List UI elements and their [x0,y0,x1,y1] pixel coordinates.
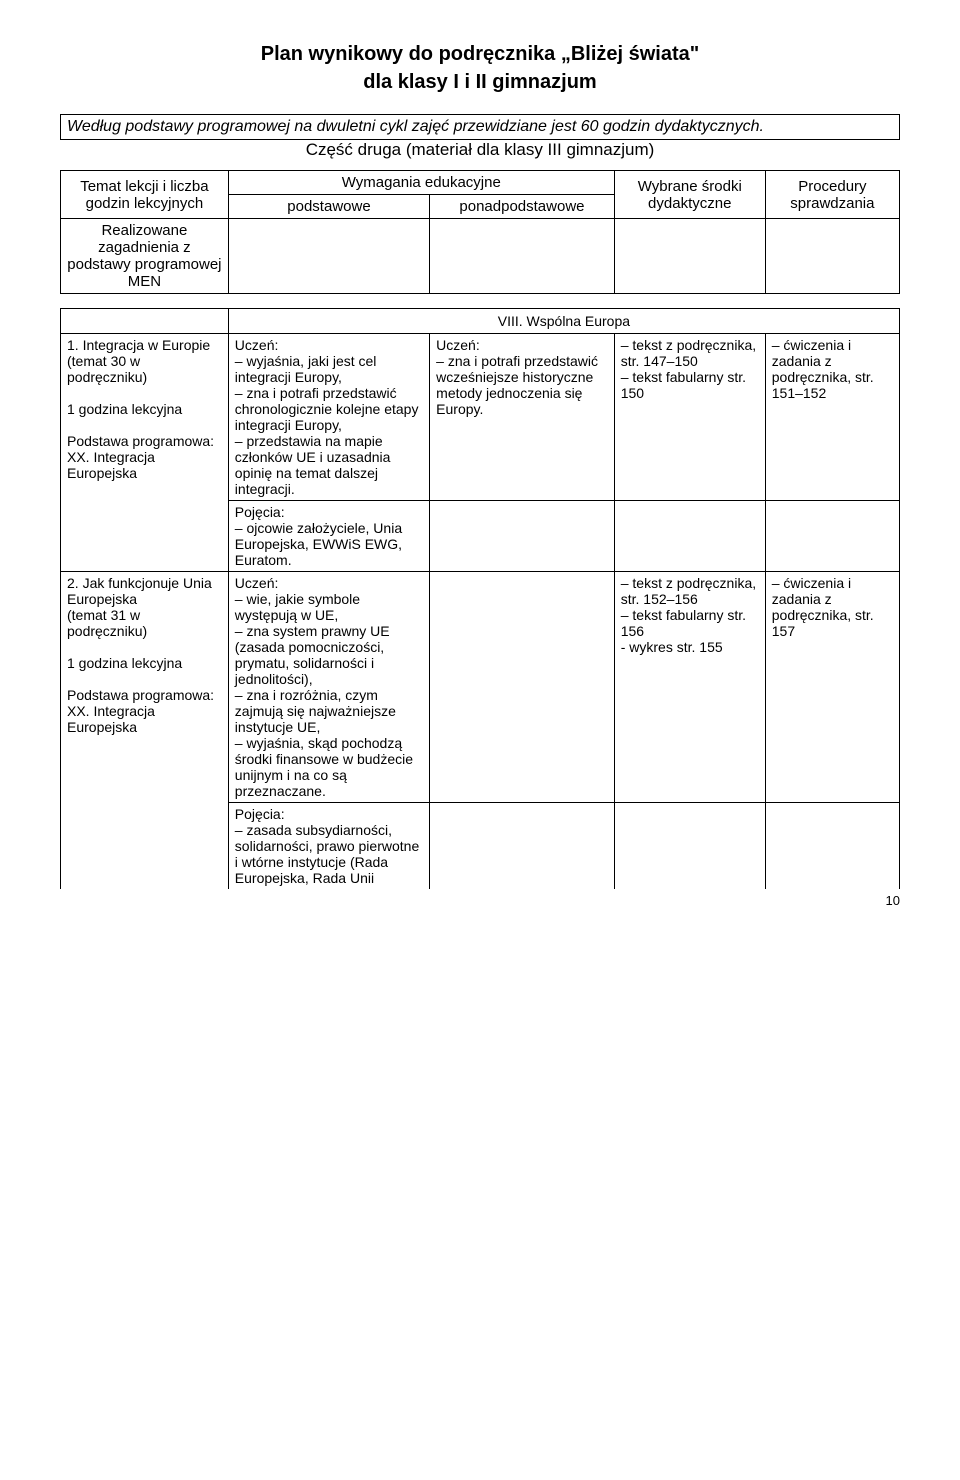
topic-cell: 1. Integracja w Europie (temat 30 w podr… [61,334,229,572]
page-number: 10 [60,893,900,908]
extended-cell [430,572,615,803]
intro-table: Według podstawy programowej na dwuletni … [60,114,900,140]
header-col5: Procedury sprawdzania [765,171,899,219]
content-table: VIII. Wspólna Europa 1. Integracja w Eur… [60,308,900,889]
basic-cell: Uczeń: – wie, jakie symbole występują w … [228,572,429,803]
empty-cell [765,219,899,294]
intro-text: Według podstawy programowej na dwuletni … [61,115,900,140]
header-col2-span: Wymagania edukacyjne [228,171,614,195]
resources-cell: – tekst z podręcznika, str. 152–156 – te… [614,572,765,803]
table-row: 1. Integracja w Europie (temat 30 w podr… [61,334,900,501]
basic-cell: Pojęcia: – ojcowie założyciele, Unia Eur… [228,501,429,572]
resources-cell [614,501,765,572]
header-col2a: podstawowe [228,195,429,219]
section-header: VIII. Wspólna Europa [228,309,899,334]
empty-cell [614,219,765,294]
header-realized: Realizowane zagadnienia z podstawy progr… [61,219,229,294]
topic-cell: 2. Jak funkcjonuje Unia Europejska (tema… [61,572,229,890]
procedures-cell: – ćwiczenia i zadania z podręcznika, str… [765,572,899,803]
title-line2: dla klasy I i II gimnazjum [363,71,596,93]
part-title: Część druga (materiał dla klasy III gimn… [60,140,900,160]
header-col4: Wybrane środki dydaktyczne [614,171,765,219]
doc-title: Plan wynikowy do podręcznika „Bliżej świ… [60,40,900,96]
procedures-cell [765,803,899,890]
header-col1: Temat lekcji i liczba godzin lekcyjnych [61,171,229,219]
resources-cell: – tekst z podręcznika, str. 147–150 – te… [614,334,765,501]
extended-cell: Uczeń: – zna i potrafi przedstawić wcześ… [430,334,615,501]
extended-cell [430,803,615,890]
basic-cell: Pojęcia: – zasada subsydiarności, solida… [228,803,429,890]
header-col2b: ponadpodstawowe [430,195,615,219]
table-row: 2. Jak funkcjonuje Unia Europejska (tema… [61,572,900,803]
empty-cell [430,219,615,294]
spacer [60,294,900,308]
resources-cell [614,803,765,890]
empty-cell [228,219,429,294]
title-line1: Plan wynikowy do podręcznika „Bliżej świ… [261,43,700,65]
procedures-cell [765,501,899,572]
extended-cell [430,501,615,572]
basic-cell: Uczeń: – wyjaśnia, jaki jest cel integra… [228,334,429,501]
procedures-cell: – ćwiczenia i zadania z podręcznika, str… [765,334,899,501]
empty-cell [61,309,229,334]
main-table: Temat lekcji i liczba godzin lekcyjnych … [60,170,900,294]
